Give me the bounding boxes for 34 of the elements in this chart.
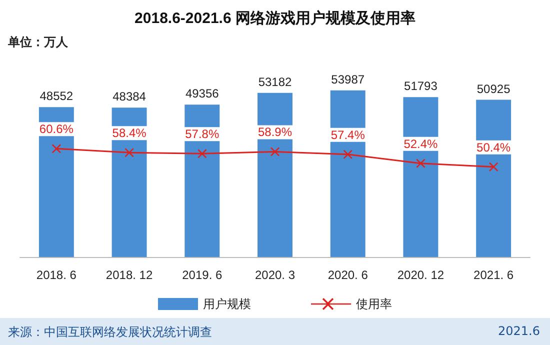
text: 2021.6: [498, 324, 540, 338]
data-label: 50925: [476, 82, 511, 96]
legend-label: 使用率: [356, 297, 392, 311]
point: [343, 150, 352, 159]
x-tick-label: 2018. 12: [106, 268, 153, 282]
data-label: 48384: [112, 90, 146, 104]
data-label: 57.4%: [330, 128, 366, 142]
data-label: 49356: [185, 86, 220, 101]
chart-title: 2018.6-2021.6 网络游戏用户规模及使用率: [134, 9, 416, 27]
data-label: 58.9%: [258, 125, 292, 140]
point: [198, 149, 207, 158]
text: 单位：万人: [8, 34, 68, 51]
data-label: 51793: [404, 79, 438, 94]
x-tick-label: 2020. 6: [328, 268, 368, 282]
data-label: 53987: [331, 72, 365, 86]
x-tick-label: 2018. 6: [36, 268, 77, 282]
data-label: 50.4%: [476, 140, 511, 154]
data-label: 60.6%: [39, 122, 74, 136]
x-tick-label: 2021. 6: [474, 268, 514, 282]
source-note: 来源：中国互联网络发展状况统计调查: [8, 324, 212, 341]
point: [489, 162, 498, 172]
x-tick-label: 2019. 6: [182, 268, 222, 282]
data-label: 48552: [40, 89, 74, 104]
data-label: 52.4%: [404, 136, 438, 151]
data-label: 57.8%: [185, 127, 220, 142]
data-label: 58.4%: [112, 126, 147, 140]
point: [416, 158, 426, 168]
legend-label: 用户规模: [203, 297, 251, 311]
point: [270, 147, 280, 156]
point: [52, 144, 61, 154]
x-tick-label: 2020. 3: [254, 268, 296, 282]
x-tick-label: 2020. 12: [397, 268, 444, 282]
data-label: 53182: [258, 74, 292, 89]
point: [124, 148, 134, 158]
